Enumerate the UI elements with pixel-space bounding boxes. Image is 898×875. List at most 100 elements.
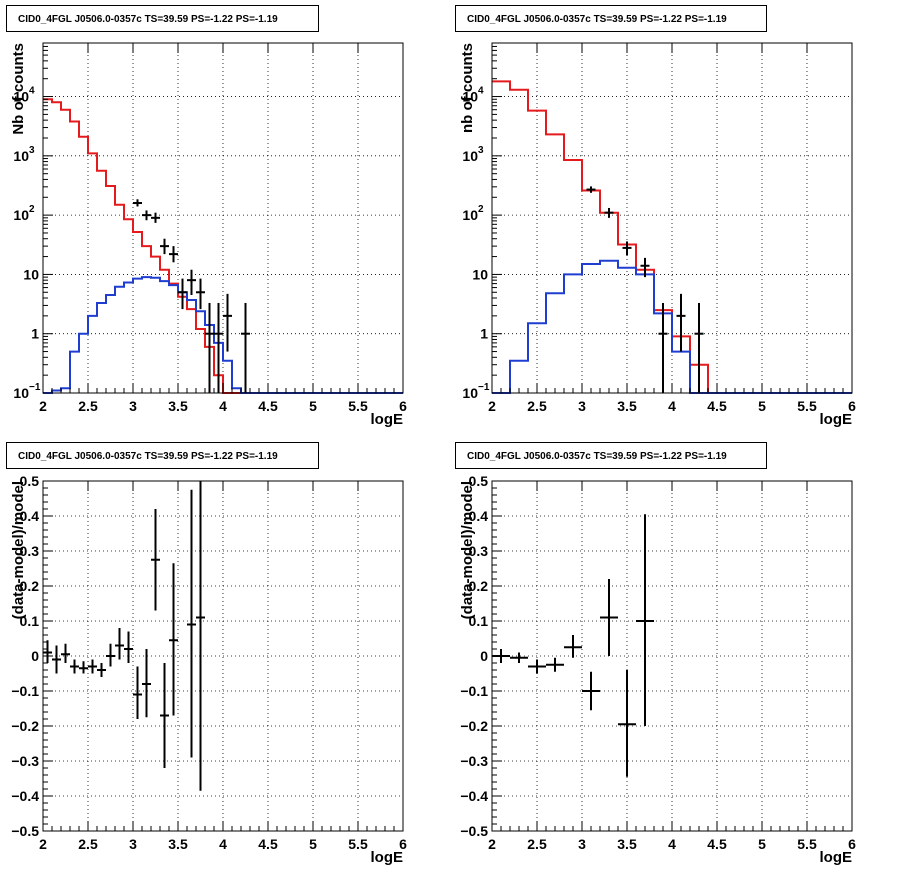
data-point <box>546 657 564 672</box>
x-tick-label: 6 <box>848 398 856 414</box>
data-point <box>223 293 232 352</box>
data-point <box>97 663 106 677</box>
y-tick-exponent: 4 <box>478 86 484 97</box>
data-point <box>79 661 88 674</box>
x-tick-label: 5.5 <box>797 836 817 852</box>
y-tick-exponent: 4 <box>29 86 35 97</box>
x-tick-label: 3.5 <box>168 836 188 852</box>
data-point <box>151 212 160 223</box>
x-tick-label: 6 <box>399 398 407 414</box>
y-tick-label: 0.1 <box>20 613 40 629</box>
x-tick-label: 5 <box>758 398 766 414</box>
y-tick-label: −0.1 <box>11 683 39 699</box>
data-point <box>61 643 70 663</box>
y-tick-label: 10 <box>462 385 478 401</box>
y-tick-label: 10 <box>13 148 29 164</box>
y-tick-label: 0.5 <box>469 473 489 489</box>
y-tick-label: 10 <box>462 148 478 164</box>
y-tick-label: 10 <box>462 207 478 223</box>
y-tick-label: 0.2 <box>20 578 40 594</box>
x-tick-label: 3.5 <box>617 836 637 852</box>
y-tick-label: −0.3 <box>460 753 488 769</box>
chart-title: CID0_4FGL J0506.0-0357c TS=39.59 PS=-1.2… <box>467 14 727 25</box>
x-tick-label: 2.5 <box>78 398 98 414</box>
data-point <box>160 238 169 255</box>
x-tick-label: 2.5 <box>527 836 547 852</box>
data-point <box>115 628 124 660</box>
y-tick-exponent: −1 <box>478 382 490 393</box>
data-point <box>142 649 151 718</box>
x-tick-label: 5 <box>309 398 317 414</box>
y-tick-exponent: 3 <box>478 145 484 156</box>
histogram-series-2 <box>492 259 852 394</box>
y-tick-label: 0.2 <box>469 578 489 594</box>
data-point <box>169 246 178 263</box>
data-point <box>133 666 142 719</box>
x-tick-label: 5.5 <box>797 398 817 414</box>
y-tick-label: 10 <box>23 266 39 282</box>
y-tick-label: 0.3 <box>20 543 40 559</box>
y-tick-label: −0.5 <box>460 823 488 839</box>
title-box <box>455 5 767 32</box>
y-tick-label: 0 <box>31 648 39 664</box>
x-tick-label: 4 <box>219 398 227 414</box>
data-point <box>124 631 133 663</box>
data-point <box>604 207 614 218</box>
data-point <box>600 579 618 656</box>
chart-panel-3: CID0_4FGL J0506.0-0357c TS=39.59 PS=-1.2… <box>6 442 407 866</box>
y-tick-label: 10 <box>13 207 29 223</box>
data-point <box>241 302 250 393</box>
x-axis-label: logE <box>371 849 404 866</box>
x-tick-label: 4.5 <box>258 398 278 414</box>
data-point <box>658 302 668 393</box>
data-point <box>582 671 600 711</box>
data-point <box>564 635 582 658</box>
y-tick-label: −0.2 <box>11 718 39 734</box>
data-point <box>510 652 528 663</box>
y-tick-label: 10 <box>472 266 488 282</box>
data-point <box>676 293 686 352</box>
x-tick-label: 3.5 <box>617 398 637 414</box>
data-point <box>214 302 223 393</box>
y-tick-label: 10 <box>462 89 478 105</box>
y-tick-label: 10 <box>13 89 29 105</box>
data-point <box>142 210 151 221</box>
data-point <box>196 481 205 791</box>
x-tick-label: 5 <box>758 836 766 852</box>
data-point <box>43 640 52 663</box>
x-tick-label: 4 <box>668 398 676 414</box>
y-tick-label: −0.3 <box>11 753 39 769</box>
x-tick-label: 5 <box>309 836 317 852</box>
y-tick-label: −0.4 <box>460 788 488 804</box>
chart-title: CID0_4FGL J0506.0-0357c TS=39.59 PS=-1.2… <box>18 14 278 25</box>
y-tick-exponent: 2 <box>29 204 35 215</box>
x-tick-label: 2 <box>488 836 496 852</box>
y-tick-exponent: 2 <box>478 204 484 215</box>
x-tick-label: 4.5 <box>707 398 727 414</box>
x-tick-label: 2 <box>39 398 47 414</box>
data-point <box>622 241 632 256</box>
data-point <box>70 659 79 674</box>
x-tick-label: 2.5 <box>527 398 547 414</box>
chart-panel-2: CID0_4FGL J0506.0-0357c TS=39.59 PS=-1.2… <box>455 5 856 428</box>
y-tick-label: −0.1 <box>460 683 488 699</box>
y-tick-label: 0.3 <box>469 543 489 559</box>
x-tick-label: 3 <box>129 398 137 414</box>
y-tick-exponent: −1 <box>29 382 41 393</box>
data-point <box>106 643 115 667</box>
x-tick-label: 4.5 <box>258 836 278 852</box>
y-tick-exponent: 3 <box>29 145 35 156</box>
data-point <box>160 663 169 768</box>
x-tick-label: 3 <box>578 398 586 414</box>
y-tick-label: 1 <box>31 326 39 342</box>
x-tick-label: 6 <box>848 836 856 852</box>
data-point <box>151 509 160 611</box>
y-axis-label: nb of counts <box>459 43 476 133</box>
chart-title: CID0_4FGL J0506.0-0357c TS=39.59 PS=-1.2… <box>18 451 278 462</box>
x-tick-label: 3 <box>129 836 137 852</box>
x-tick-label: 4 <box>219 836 227 852</box>
data-point <box>169 563 178 716</box>
data-point <box>187 489 196 758</box>
data-point <box>196 278 205 310</box>
